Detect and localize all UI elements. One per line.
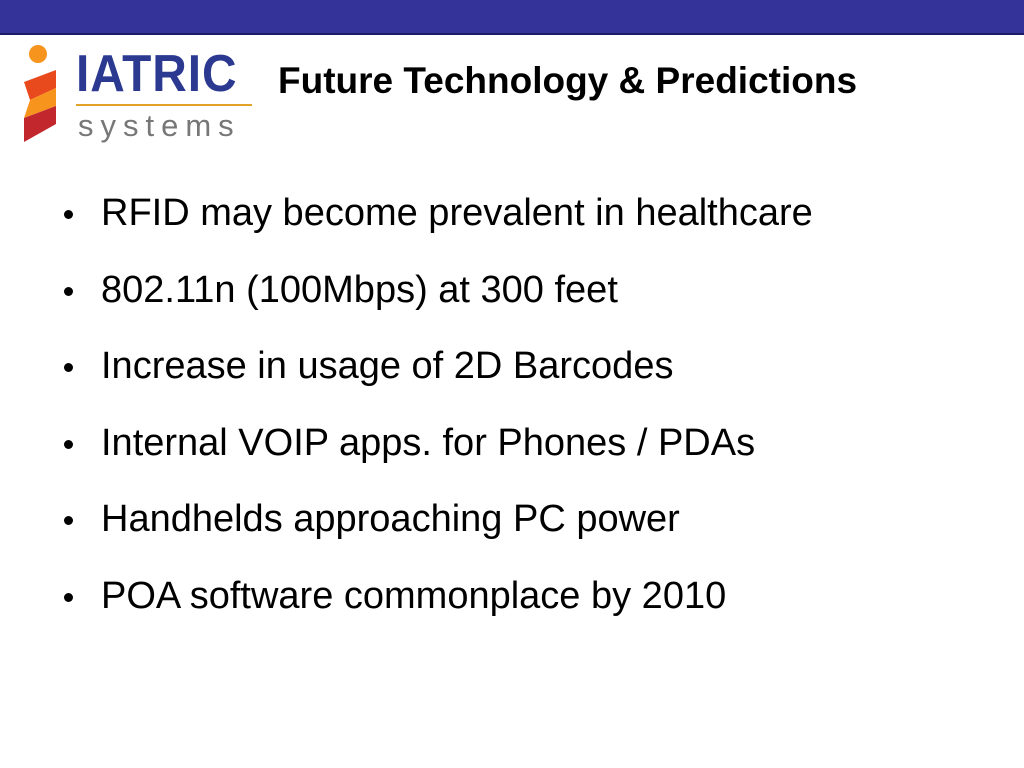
logo-rule xyxy=(76,104,252,106)
bullet-dot xyxy=(64,363,73,373)
bullet-list: RFID may become prevalent in healthcare 8… xyxy=(0,188,1024,648)
logo-name: IATRIC xyxy=(76,45,238,103)
bullet-item: Internal VOIP apps. for Phones / PDAs xyxy=(0,418,1024,495)
bullet-dot xyxy=(64,516,73,526)
logo-stripe xyxy=(24,88,56,118)
bullet-text: RFID may become prevalent in healthcare xyxy=(101,192,813,234)
logo-dot xyxy=(29,45,47,63)
bullet-dot xyxy=(64,439,73,449)
slide-title: Future Technology & Predictions xyxy=(278,60,858,101)
bullet-text: POA software commonplace by 2010 xyxy=(101,574,727,617)
bullet-text: Handhelds approaching PC power xyxy=(101,498,680,541)
bullet-text: Internal VOIP apps. for Phones / PDAs xyxy=(101,421,756,464)
bullet-item: 802.11n (100Mbps) at 300 feet xyxy=(0,265,1024,342)
logo-tagline: systems xyxy=(78,108,241,143)
bullet-text: 802.11n (100Mbps) at 300 feet xyxy=(101,268,618,311)
logo-stripe xyxy=(24,106,56,142)
bullet-text: Increase in usage of 2D Barcodes xyxy=(101,345,674,388)
bullet-dot xyxy=(64,592,73,602)
bullet-dot xyxy=(64,210,73,219)
bullet-item: RFID may become prevalent in healthcare xyxy=(0,188,1024,265)
bullet-dot xyxy=(64,286,73,296)
top-bar xyxy=(0,0,1024,35)
bullet-item: Handhelds approaching PC power xyxy=(0,494,1024,571)
logo-stripe xyxy=(24,70,56,100)
bullet-item: Increase in usage of 2D Barcodes xyxy=(0,341,1024,418)
logo-icon xyxy=(24,45,56,142)
bullet-item: POA software commonplace by 2010 xyxy=(0,571,1024,648)
